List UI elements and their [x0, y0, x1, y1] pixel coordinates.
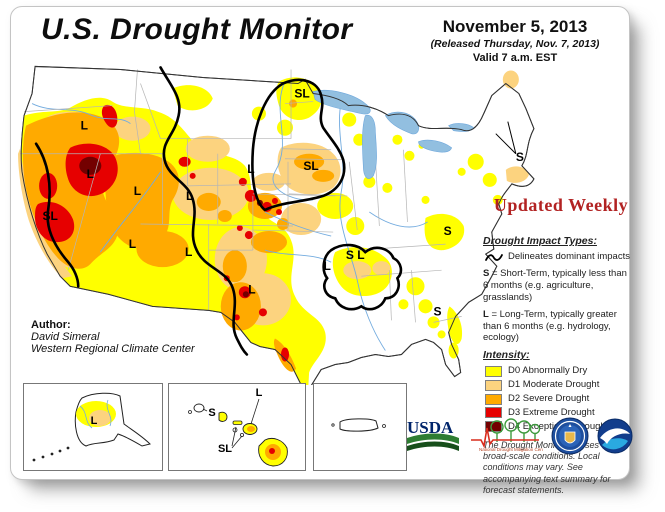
release-date: (Released Thursday, Nov. 7, 2013)	[430, 38, 600, 50]
intensity-heading: Intensity:	[483, 349, 530, 362]
alaska-inset: L	[23, 383, 163, 471]
author-name: David Simeral	[31, 331, 100, 343]
map-label-texas: L	[248, 282, 255, 296]
d1-label: D1 Moderate Drought	[508, 379, 600, 391]
usda-logo: USDA	[407, 418, 459, 451]
hawaii-map: S L SL	[188, 387, 288, 467]
d0-label: D0 Abnormally Dry	[508, 365, 588, 377]
map-label-minnesota: SL	[294, 87, 309, 101]
valid-time: Valid 7 a.m. EST	[472, 52, 558, 64]
new-england-pointer-lines	[495, 121, 517, 155]
impact-delineation-lines	[34, 66, 403, 356]
drought-monitor-page: U.S. Drought Monitor November 5, 2013 (R…	[10, 6, 633, 495]
alaska-map: L	[32, 392, 151, 462]
map-label-florida-north: S	[434, 304, 442, 318]
ndmc-caption: National Drought Mitigation Center	[479, 447, 543, 452]
legend: Drought Impact Types: Delineates dominan…	[483, 235, 633, 496]
d2-label: D2 Severe Drought	[508, 393, 590, 405]
us-drought-map: L L L L L SL SL SL L L L L S L S S S	[18, 65, 535, 385]
d1-swatch	[485, 379, 502, 391]
delineates-text: Delineates dominant impacts	[508, 251, 630, 263]
d2-swatch	[485, 393, 502, 405]
map-date: November 5, 2013	[442, 17, 588, 36]
disclaimer-text: The Drought Monitor focuses on broad-sca…	[483, 439, 612, 495]
alaska-label: L	[91, 415, 98, 427]
logo-row: USDA National Drought Mitigation Center	[405, 413, 633, 459]
svg-text:USDA: USDA	[407, 418, 454, 437]
map-label-iowa: SL	[303, 159, 318, 173]
d0-swatch	[485, 365, 502, 377]
date-block: November 5, 2013 (Released Thursday, Nov…	[407, 17, 623, 64]
map-label-arizona: L	[129, 237, 136, 251]
noaa-seal-icon	[597, 418, 633, 454]
hawaii-label-s: S	[208, 407, 215, 419]
map-label-new-mexico: L	[185, 245, 192, 259]
puerto-rico-inset	[313, 383, 407, 471]
map-label-virginia-carolina: S	[444, 224, 452, 238]
author-block: Author: David Simeral Western Regional C…	[31, 319, 195, 355]
us-outline-stroke	[20, 65, 535, 385]
legend-row-d1: D1 Moderate Drought	[485, 379, 633, 391]
long-term-desc: L = Long-Term, typically greater than 6 …	[483, 308, 617, 344]
map-label-colorado-east: L	[247, 162, 254, 176]
hawaii-label-l: L	[256, 387, 263, 399]
map-label-louisiana: L	[323, 259, 330, 273]
hawaii-inset: S L SL	[168, 383, 306, 471]
legend-row-d0: D0 Abnormally Dry	[485, 365, 633, 377]
legend-row-d3: D3 Extreme Drought	[485, 407, 633, 419]
d3-swatch	[485, 407, 502, 419]
author-heading: Author:	[31, 319, 71, 331]
legend-row-d2: D2 Severe Drought	[485, 393, 633, 405]
map-label-mississippi-alabama: S L	[346, 248, 365, 262]
squiggle-line-icon	[485, 253, 503, 261]
d3-label: D3 Extreme Drought	[508, 407, 595, 418]
map-label-utah: L	[186, 189, 193, 203]
ndmc-logo: National Drought Mitigation Center	[471, 418, 543, 452]
puerto-rico-map	[331, 418, 386, 432]
short-term-desc: S = Short-Term, typically less than 6 mo…	[483, 268, 627, 303]
state-borders	[20, 69, 462, 323]
map-label-southern-california: SL	[42, 209, 57, 223]
map-label-new-england: S	[516, 150, 524, 164]
page-title: U.S. Drought Monitor	[41, 13, 353, 46]
commerce-seal-icon	[551, 417, 589, 455]
map-label-oregon: L	[81, 119, 88, 133]
impact-types-heading: Drought Impact Types:	[483, 235, 597, 247]
delineates-row: Delineates dominant impacts	[485, 251, 633, 263]
map-label-nevada-south: L	[134, 184, 141, 198]
author-org: Western Regional Climate Center	[31, 343, 195, 355]
map-label-nevada: L	[87, 167, 94, 181]
hawaii-label-sl: SL	[218, 443, 232, 455]
updated-weekly-banner: Updated Weekly	[493, 195, 629, 215]
